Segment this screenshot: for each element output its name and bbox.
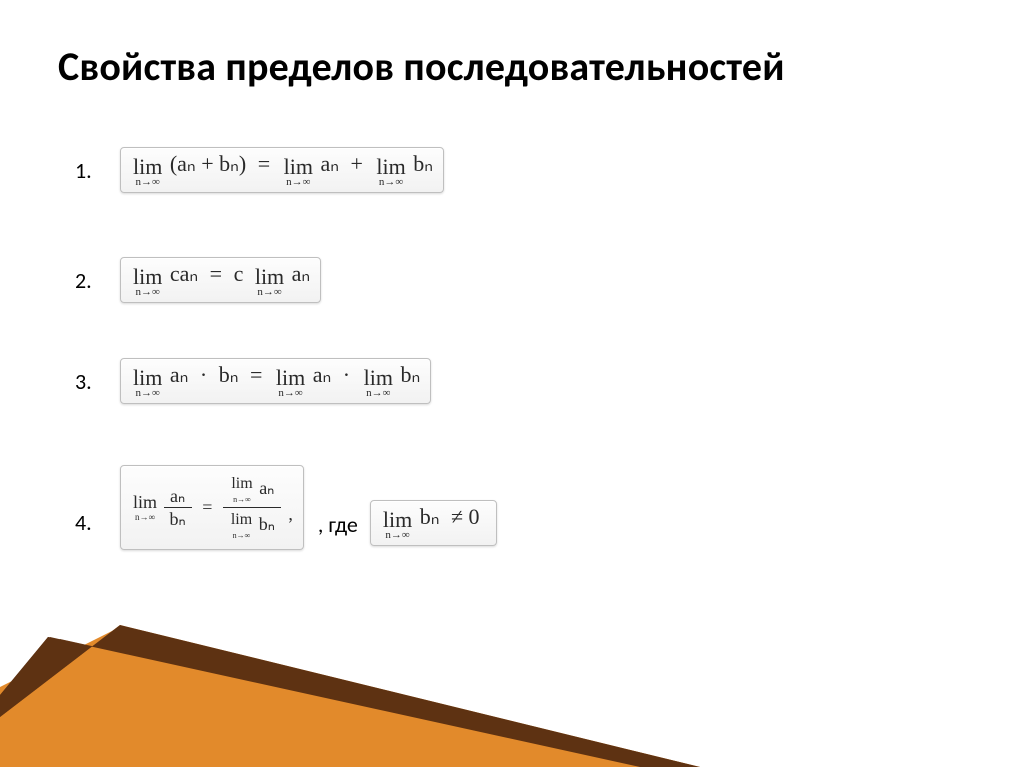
list-number-1: 1.: [75, 157, 120, 184]
list-number-3: 3.: [75, 368, 120, 395]
lim-icon: limn→∞: [132, 157, 163, 188]
formula-4a: limn→∞ aₙ bₙ = limn→∞ aₙ limn→∞ bₙ ,: [120, 465, 304, 550]
comma: ,: [285, 504, 293, 524]
f1-lhs: (aₙ + bₙ): [170, 151, 246, 176]
lim-icon: limn→∞: [230, 474, 253, 505]
f3-rhs1: aₙ: [313, 362, 332, 387]
f1-rhs1: aₙ: [320, 151, 339, 176]
f3-lhs1: aₙ: [170, 362, 189, 387]
property-row-2: 2. limn→∞ caₙ = c limn→∞ aₙ: [75, 257, 321, 303]
f3-lhs2: bₙ: [219, 362, 239, 387]
lim-icon: limn→∞: [230, 510, 253, 541]
where-label: , где: [304, 511, 370, 550]
property-row-4: 4. limn→∞ aₙ bₙ = limn→∞ aₙ limn→∞ bₙ , …: [75, 465, 497, 550]
lim-icon: limn→∞: [382, 510, 413, 541]
lim-icon: limn→∞: [132, 267, 163, 298]
lim-icon: limn→∞: [363, 368, 394, 399]
property-row-1: 1. limn→∞ (aₙ + bₙ) = limn→∞ aₙ + limn→∞…: [75, 147, 444, 193]
fraction-rhs: limn→∞ aₙ limn→∞ bₙ: [223, 472, 281, 543]
formula-2: limn→∞ caₙ = c limn→∞ aₙ: [120, 257, 321, 303]
lim-icon: limn→∞: [254, 267, 285, 298]
neq-icon: ≠ 0: [445, 504, 486, 530]
f2-lhs: caₙ: [170, 261, 198, 286]
formula-3: limn→∞ aₙ · bₙ = limn→∞ aₙ · limn→∞ bₙ: [120, 358, 431, 404]
list-number-2: 2.: [75, 267, 120, 294]
lim-icon: limn→∞: [132, 368, 163, 399]
property-row-3: 3. limn→∞ aₙ · bₙ = limn→∞ aₙ · limn→∞ b…: [75, 358, 431, 404]
decorative-corner-icon: [0, 567, 700, 767]
formula-1: limn→∞ (aₙ + bₙ) = limn→∞ aₙ + limn→∞ bₙ: [120, 147, 444, 193]
fraction-lhs: aₙ bₙ: [164, 485, 192, 530]
dot-icon: ·: [337, 362, 356, 388]
f2-c: c: [234, 261, 248, 286]
f4-cond-seq: bₙ: [420, 504, 440, 529]
page-title: Свойства пределов последовательностей: [58, 42, 785, 91]
dot-icon: ·: [194, 362, 213, 388]
equals-icon: =: [204, 261, 228, 287]
f2-rhs: aₙ: [292, 261, 311, 286]
lim-icon: limn→∞: [283, 157, 314, 188]
lim-icon: limn→∞: [275, 368, 306, 399]
lim-icon: limn→∞: [132, 492, 158, 523]
plus-icon: +: [345, 151, 369, 177]
f3-rhs2: bₙ: [400, 362, 420, 387]
f1-rhs2: bₙ: [413, 151, 433, 176]
equals-icon: =: [252, 151, 276, 177]
equals-icon: =: [196, 497, 218, 518]
formula-4b: limn→∞ bₙ ≠ 0: [370, 500, 497, 546]
equals-icon: =: [244, 362, 268, 388]
list-number-4: 4.: [75, 509, 120, 550]
lim-icon: limn→∞: [375, 157, 406, 188]
